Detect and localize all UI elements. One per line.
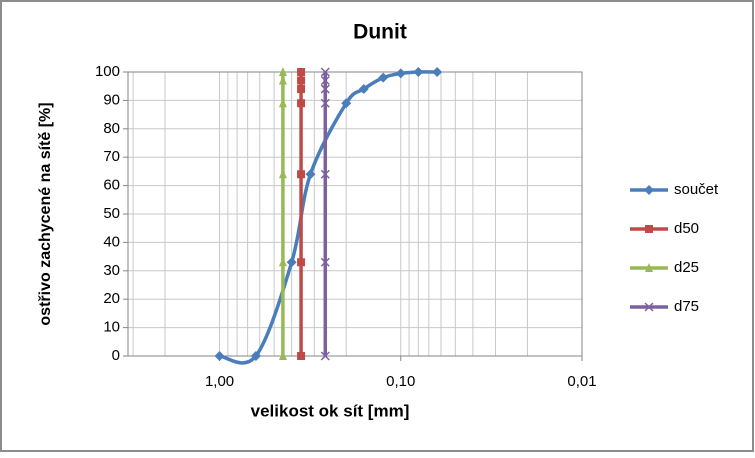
marker (320, 67, 330, 77)
legend-label: d75 (674, 298, 699, 315)
legend-marker (645, 263, 653, 272)
x-axis-title: velikost ok sít [mm] (251, 401, 410, 420)
chart-title: Dunit (353, 21, 407, 44)
marker (214, 351, 225, 361)
legend-label: součet (674, 181, 719, 198)
marker (278, 351, 287, 360)
y-tick-label: 40 (103, 233, 120, 250)
marker (278, 98, 287, 108)
y-tick-label: 30 (103, 262, 120, 279)
marker (278, 257, 287, 267)
marker (320, 75, 330, 86)
y-tick-label: 20 (103, 290, 120, 307)
series (297, 68, 306, 360)
marker (413, 67, 424, 77)
marker (320, 351, 330, 361)
marker (320, 98, 330, 108)
x-tick-label: 0,01 (567, 373, 596, 390)
y-tick-label: 0 (112, 347, 120, 364)
legend-marker (644, 302, 654, 312)
y-tick-label: 100 (95, 63, 120, 80)
y-tick-label: 10 (103, 319, 120, 336)
marker (320, 84, 330, 94)
marker (278, 67, 287, 76)
marker (320, 257, 330, 267)
series-line (219, 70, 438, 365)
marker (278, 169, 287, 179)
marker (305, 169, 316, 180)
y-tick-label: 90 (103, 91, 120, 108)
legend-label: d50 (674, 220, 699, 237)
y-tick-label: 50 (103, 205, 120, 222)
marker (286, 257, 297, 268)
y-tick-label: 80 (103, 120, 120, 137)
marker (297, 85, 306, 94)
marker (297, 170, 306, 179)
legend-marker (644, 185, 654, 195)
series (320, 67, 330, 361)
x-tick-label: 1,00 (205, 373, 234, 390)
marker (297, 352, 306, 360)
marker (320, 169, 330, 179)
marker (297, 68, 306, 76)
legend-label: d25 (674, 259, 699, 276)
marker (378, 72, 389, 83)
marker (341, 98, 352, 109)
y-axis-title: ostřivo zachycené na sítě [%] (37, 102, 54, 325)
legend-marker (645, 225, 653, 233)
plot-border (127, 71, 583, 357)
series (278, 67, 287, 360)
marker (395, 68, 406, 79)
marker (297, 76, 306, 85)
marker (278, 75, 287, 85)
marker (297, 258, 306, 267)
y-tick-label: 60 (103, 177, 120, 194)
x-tick-label: 0,10 (386, 373, 415, 390)
y-tick-label: 70 (103, 148, 120, 165)
marker (358, 84, 369, 95)
series (214, 67, 443, 365)
marker (250, 351, 261, 361)
marker (297, 99, 306, 108)
marker (432, 67, 443, 77)
